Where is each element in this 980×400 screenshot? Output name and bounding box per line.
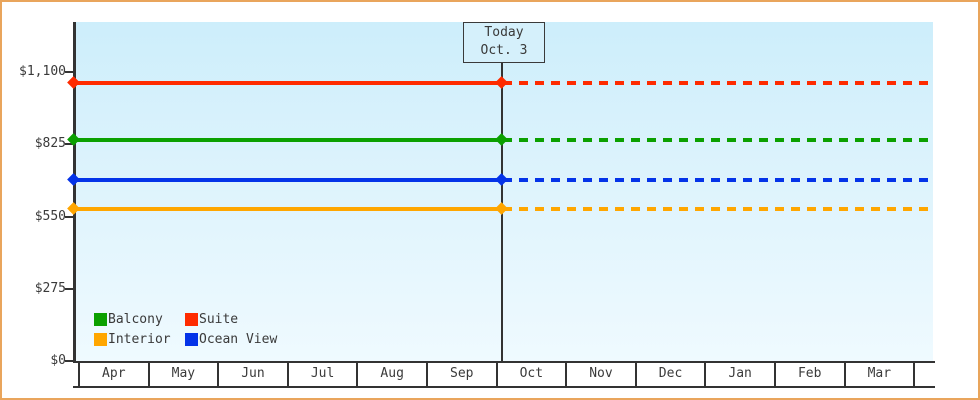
legend-swatch-icon-balcony: [94, 313, 107, 326]
legend-label-suite: Suite: [199, 312, 239, 327]
legend-label-interior: Interior: [108, 332, 171, 347]
y-tick-label: $0: [50, 353, 66, 368]
y-tick-label: $1,100: [19, 64, 66, 79]
y-tick-mark: [65, 143, 73, 146]
series-line-solid-ocean-view: [74, 178, 502, 183]
legend-item-suite: Suite: [185, 313, 277, 326]
month-cell-dec: Dec: [634, 363, 705, 386]
y-tick-mark: [65, 287, 73, 290]
legend-swatch-icon-suite: [185, 313, 198, 326]
y-tick-label: $825: [34, 136, 66, 152]
month-cell-apr: Apr: [78, 363, 148, 386]
y-tick-mark: [65, 71, 73, 73]
month-cell-jul: Jul: [286, 363, 357, 386]
legend-item-ocean-view: Ocean View: [185, 333, 277, 346]
chart-legend: Balcony Suite Interior Ocean View: [94, 313, 277, 346]
series-line-solid-suite: [74, 81, 502, 86]
y-axis-line: [73, 22, 76, 361]
legend-item-balcony: Balcony: [94, 313, 185, 326]
legend-swatch-icon-interior: [94, 333, 107, 346]
legend-swatch-icon-ocean-view: [185, 333, 198, 346]
series-line-solid-balcony: [74, 137, 502, 142]
series-line-dashed-balcony: [503, 137, 933, 142]
month-cell-mar: Mar: [843, 363, 914, 386]
today-marker-box: Today Oct. 3: [463, 22, 545, 63]
month-cell-aug: Aug: [356, 363, 426, 386]
y-tick-label: $550: [34, 208, 66, 224]
today-date-label: Oct. 3: [480, 43, 528, 58]
legend-label-balcony: Balcony: [108, 312, 163, 327]
month-cell-nov: Nov: [565, 363, 635, 386]
legend-label-ocean-view: Ocean View: [199, 332, 278, 347]
month-cell-oct: Oct: [495, 363, 566, 386]
month-cell-may: May: [147, 363, 218, 386]
month-cell-feb: Feb: [773, 363, 844, 386]
legend-item-interior: Interior: [94, 333, 185, 346]
y-tick-label: $275: [34, 280, 66, 296]
x-axis-month-strip: Apr May Jun Jul Aug Sep Oct Nov Dec Jan Feb Mar: [73, 361, 935, 388]
plot-area: [76, 22, 933, 361]
month-cell-jun: Jun: [217, 363, 287, 386]
series-line-dashed-suite: [503, 81, 933, 86]
today-label: Today: [484, 25, 524, 40]
series-line-solid-interior: [74, 207, 502, 212]
series-line-dashed-interior: [503, 207, 933, 212]
y-tick-mark: [65, 215, 73, 218]
month-cell-sep: Sep: [425, 363, 496, 386]
y-tick-mark: [65, 360, 73, 362]
series-line-dashed-ocean-view: [503, 178, 933, 183]
month-strip-stub: [913, 363, 935, 386]
month-cell-jan: Jan: [704, 363, 774, 386]
